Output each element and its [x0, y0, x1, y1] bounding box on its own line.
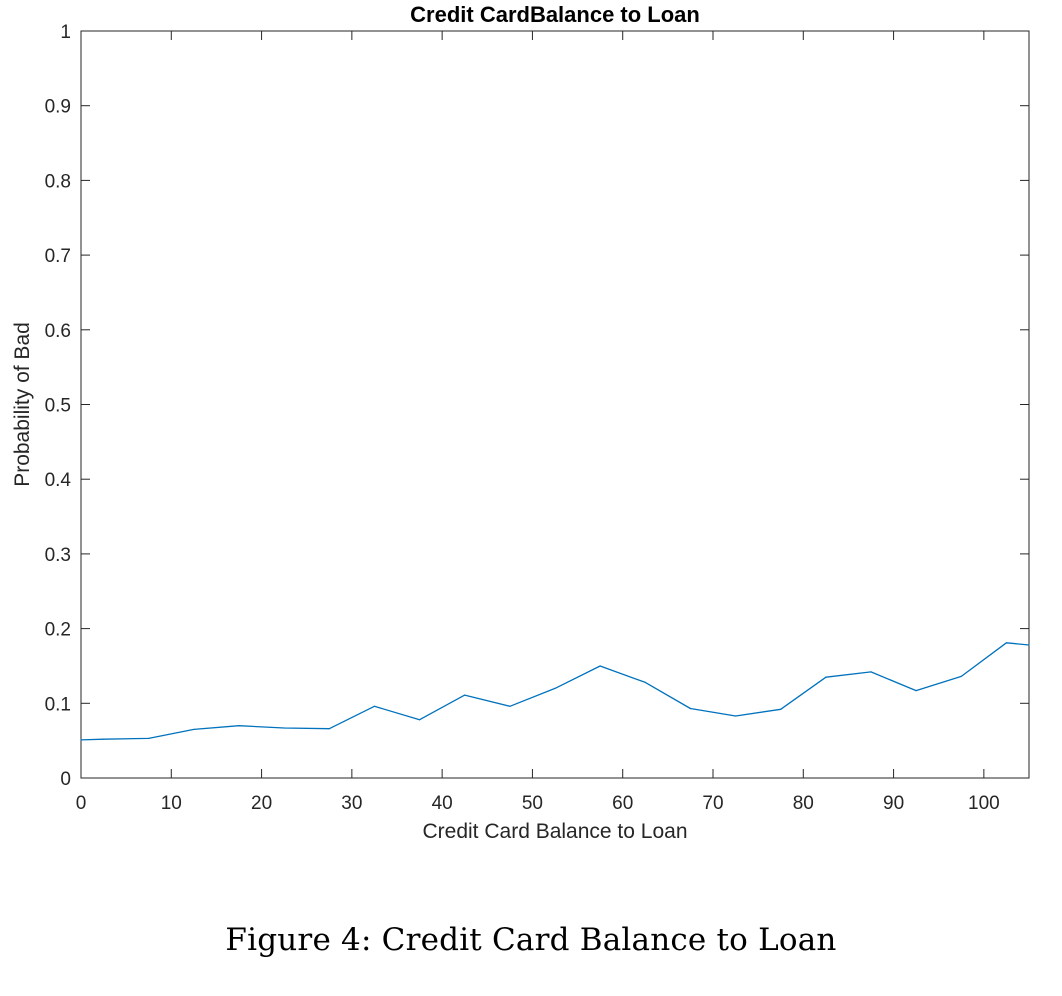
x-tick-label: 50 [522, 793, 543, 814]
data-point [825, 676, 827, 678]
data-point [554, 687, 556, 689]
data-point [509, 705, 511, 707]
y-tick-label: 0.4 [45, 470, 72, 491]
data-point [80, 739, 82, 741]
data-point [283, 727, 285, 729]
x-tick-label: 80 [793, 793, 814, 814]
data-point [599, 665, 601, 667]
line-chart: Credit CardBalance to Loan 0 10 20 30 40 50 60… [11, 2, 1030, 843]
y-axis-label: Probability of Bad [11, 322, 34, 487]
data-point [960, 675, 962, 678]
data-point [1028, 644, 1030, 646]
x-axis-label: Credit Card Balance to Loan [423, 820, 688, 843]
data-point [328, 728, 330, 730]
plot-area-frame [80, 30, 1030, 779]
y-tick-label: 1 [60, 22, 71, 43]
data-point [644, 681, 646, 683]
x-tick-label: 30 [341, 793, 362, 814]
chart-title: Credit CardBalance to Loan [410, 2, 700, 27]
data-point [238, 725, 240, 727]
y-tick-label: 0.8 [45, 171, 71, 192]
x-tick-label: 60 [612, 793, 633, 814]
data-point [418, 719, 421, 721]
x-tick-label: 0 [76, 793, 87, 814]
y-tick-label: 0.2 [45, 620, 71, 641]
data-point [1005, 642, 1008, 644]
y-tick-label: 0.9 [45, 97, 71, 118]
data-point [734, 715, 737, 717]
x-tick-label: 40 [432, 793, 453, 814]
data-point [373, 705, 376, 707]
data-point [464, 694, 466, 696]
y-tick-label: 0.5 [45, 396, 71, 417]
y-tick-label: 0 [60, 769, 71, 790]
x-tick-label: 20 [251, 793, 272, 814]
x-tick-label: 100 [968, 793, 1000, 814]
data-point [689, 707, 692, 710]
y-tick-label: 0.1 [45, 694, 71, 715]
data-point [193, 728, 195, 731]
x-tick-label: 70 [702, 793, 723, 814]
data-point [148, 737, 150, 740]
y-tick-label: 0.3 [45, 545, 71, 566]
y-tick-label: 0.7 [45, 246, 71, 267]
series-line [80, 642, 1030, 741]
figure-caption: Figure 4: Credit Card Balance to Loan [225, 922, 837, 958]
data-point [870, 671, 872, 673]
x-tick-label: 10 [161, 793, 182, 814]
y-tick-label: 0.6 [45, 321, 71, 342]
x-tick-label: 90 [883, 793, 904, 814]
y-axis-ticks: 0 0.1 0.2 0.3 0.4 0.5 0.6 0.7 0.8 0.9 1 [45, 22, 1029, 790]
data-point [780, 708, 782, 710]
data-point [915, 690, 917, 692]
data-point [102, 738, 105, 740]
series-layer [80, 642, 1030, 741]
x-axis-ticks: 0 10 20 30 40 50 60 70 80 90 100 [76, 31, 1000, 814]
